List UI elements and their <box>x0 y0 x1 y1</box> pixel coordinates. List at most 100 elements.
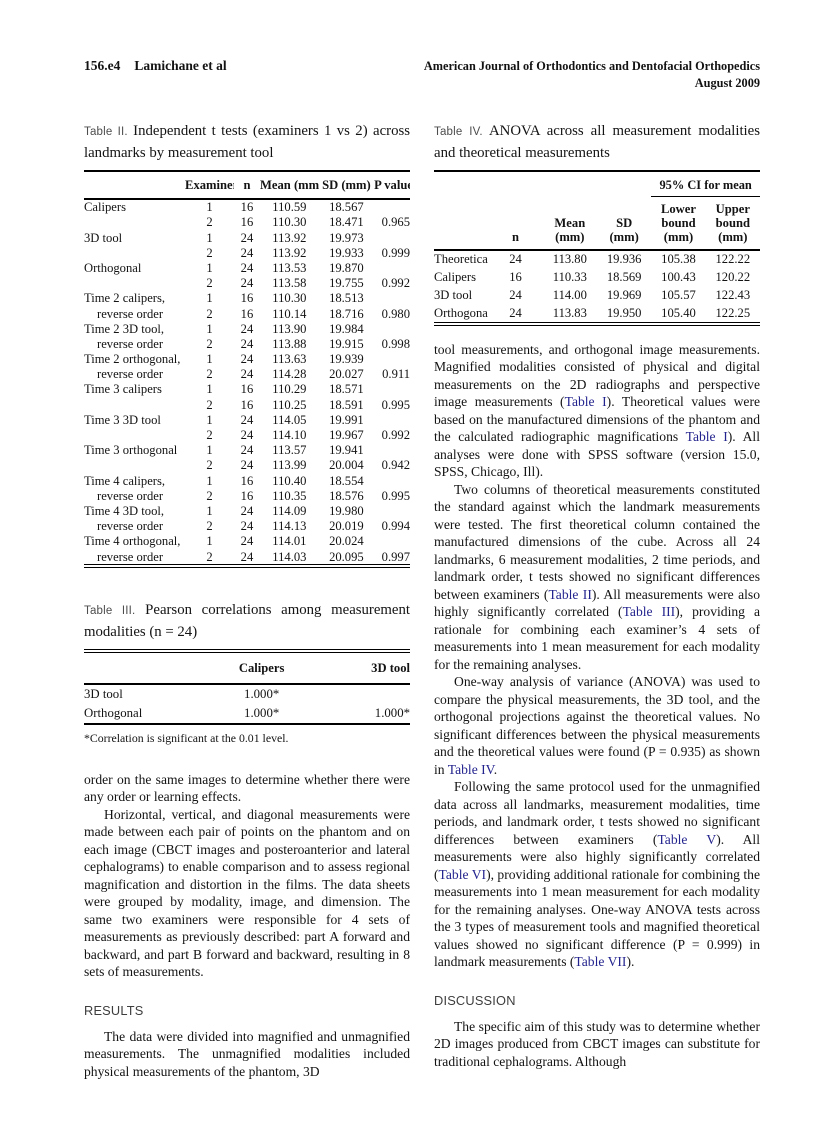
cell-lower-bound: 105.40 <box>661 305 696 320</box>
row-label: Calipers <box>434 270 476 285</box>
table-row: 2 24 113.58 19.755 0.992 <box>84 276 410 291</box>
cell-p-value <box>374 473 410 488</box>
table-xref-link[interactable]: Table VII <box>574 954 627 970</box>
ci-spanner-header: 95% CI for mean <box>651 171 760 197</box>
table-row: 2 16 110.30 18.471 0.965 <box>84 215 410 230</box>
cell-examiner: 1 <box>206 260 213 275</box>
cell-p-value: 0.995 <box>381 488 410 503</box>
cell-mean: 114.05 <box>272 412 307 427</box>
table3-caption: Table III. Pearson correlations among me… <box>84 600 410 642</box>
table-xref-link[interactable]: Table III <box>622 604 676 620</box>
cell-examiner: 1 <box>206 352 213 367</box>
cell-mean: 113.80 <box>552 252 587 267</box>
cell-p-value <box>374 291 410 306</box>
cell-sd: 19.969 <box>606 287 642 302</box>
table-row: Time 3 3D tool 1 24 114.05 19.991 <box>84 412 410 427</box>
cell-p-value <box>374 412 410 427</box>
cell-mean: 114.00 <box>552 287 587 302</box>
cell-mean: 114.01 <box>272 534 307 549</box>
cell-lower-bound: 100.43 <box>661 270 696 285</box>
running-authors: Lamichane et al <box>134 58 227 73</box>
cell-examiner: 2 <box>206 306 213 321</box>
cell-sd: 18.569 <box>606 270 642 285</box>
cell-examiner: 2 <box>206 428 213 442</box>
issue-date: August 2009 <box>694 75 760 90</box>
row-label <box>84 428 185 443</box>
table3-pearson-correlations: Calipers 3D tool 3D tool 1.000* Orthogonal 1.… <box>84 649 410 725</box>
row-label: Time 2 3D tool, <box>84 321 165 336</box>
row-label: reverse order <box>97 336 164 351</box>
table2-caption-label: Table II. <box>84 126 128 138</box>
cell-p-value: 0.992 <box>381 276 410 291</box>
cell-p-value: 0.992 <box>381 428 410 442</box>
table-xref-link[interactable]: Table IV <box>447 761 494 777</box>
cell-n: 24 <box>240 549 254 564</box>
cell-upper-bound: 122.25 <box>715 305 751 320</box>
cell-p-value <box>374 230 410 245</box>
cell-n: 16 <box>240 382 254 397</box>
cell-n: 24 <box>240 230 254 245</box>
cell-n: 16 <box>240 397 254 412</box>
table-xref-link[interactable]: Table VI <box>438 866 487 882</box>
row-label: 3D tool <box>84 687 123 702</box>
journal-title: American Journal of Orthodontics and Den… <box>423 59 760 73</box>
cell-mean: 110.30 <box>272 215 307 230</box>
cell-p-value <box>374 382 410 397</box>
table-row: reverse order 2 24 114.28 20.027 0.911 <box>84 367 410 382</box>
cell-examiner: 1 <box>206 230 213 245</box>
cell-p-value: 0.999 <box>381 245 410 260</box>
cell-p-value: 0.997 <box>381 549 410 564</box>
spanner-row: 95% CI for mean <box>434 171 760 197</box>
table-row: Orthogonal 1.000* 1.000* <box>84 704 410 724</box>
paragraph: Two columns of theoretical measurements … <box>434 481 760 672</box>
table-row: Time 4 3D tool, 1 24 114.09 19.980 <box>84 504 410 519</box>
cell-n: 16 <box>509 270 522 285</box>
row-label: Orthogonal <box>434 305 489 320</box>
cell-sd: 19.915 <box>329 336 364 351</box>
table-xref-link[interactable]: Table I <box>564 394 607 410</box>
cell-mean: 113.90 <box>272 321 307 336</box>
cell-n: 24 <box>240 503 254 518</box>
cell-p-value: 0.911 <box>382 367 410 382</box>
cell-n: 16 <box>240 200 254 215</box>
cell-sd: 19.980 <box>329 503 364 518</box>
cell-mean: 113.92 <box>272 230 307 245</box>
row-label: Time 2 orthogonal, <box>84 352 181 367</box>
table-xref-link[interactable]: Table I <box>685 429 728 445</box>
cell-sd: 19.967 <box>329 428 364 442</box>
cell-examiner: 1 <box>206 534 213 549</box>
section-heading: RESULTS <box>84 1002 144 1018</box>
cell-sd: 18.576 <box>329 488 364 503</box>
column-header: 3D tool <box>328 651 410 686</box>
cell-examiner: 2 <box>206 276 213 291</box>
cell-mean: 113.53 <box>272 260 307 275</box>
cell-sd: 20.024 <box>329 534 364 549</box>
row-label: reverse order <box>97 367 164 382</box>
cell-examiner: 1 <box>206 443 213 458</box>
table-row: reverse order 2 24 114.03 20.095 0.997 <box>84 549 410 566</box>
cell-sd: 19.950 <box>606 305 642 320</box>
column-header: Calipers <box>194 651 329 686</box>
cell-correlation: 1.000* <box>244 687 280 702</box>
paragraph: The specific aim of this study was to de… <box>434 1018 760 1069</box>
cell-sd: 19.936 <box>606 252 642 267</box>
table-xref-link[interactable]: Table V <box>657 831 717 847</box>
cell-correlation <box>328 684 410 704</box>
section-heading: DISCUSSION <box>434 992 516 1008</box>
table-xref-link[interactable]: Table II <box>548 586 592 602</box>
column-header: Upper bound (mm) <box>705 196 760 251</box>
table4-caption-text: ANOVA across all measurement modalities … <box>434 123 760 161</box>
table2-caption: Table II. Independent t tests (examiners… <box>84 121 410 163</box>
table3-footnote: *Correlation is significant at the 0.01 … <box>84 730 289 745</box>
row-label: Time 4 calipers, <box>84 473 166 488</box>
cell-mean: 110.29 <box>272 382 307 397</box>
cell-mean: 113.88 <box>272 336 307 351</box>
cell-sd: 18.591 <box>329 397 364 412</box>
cell-mean: 110.25 <box>272 397 307 412</box>
cell-sd: 18.471 <box>329 215 364 230</box>
paragraph: Following the same protocol used for the… <box>434 779 760 970</box>
cell-mean: 110.30 <box>272 291 307 306</box>
row-label <box>84 397 185 412</box>
cell-n: 24 <box>240 260 254 275</box>
cell-sd: 18.554 <box>329 473 364 488</box>
